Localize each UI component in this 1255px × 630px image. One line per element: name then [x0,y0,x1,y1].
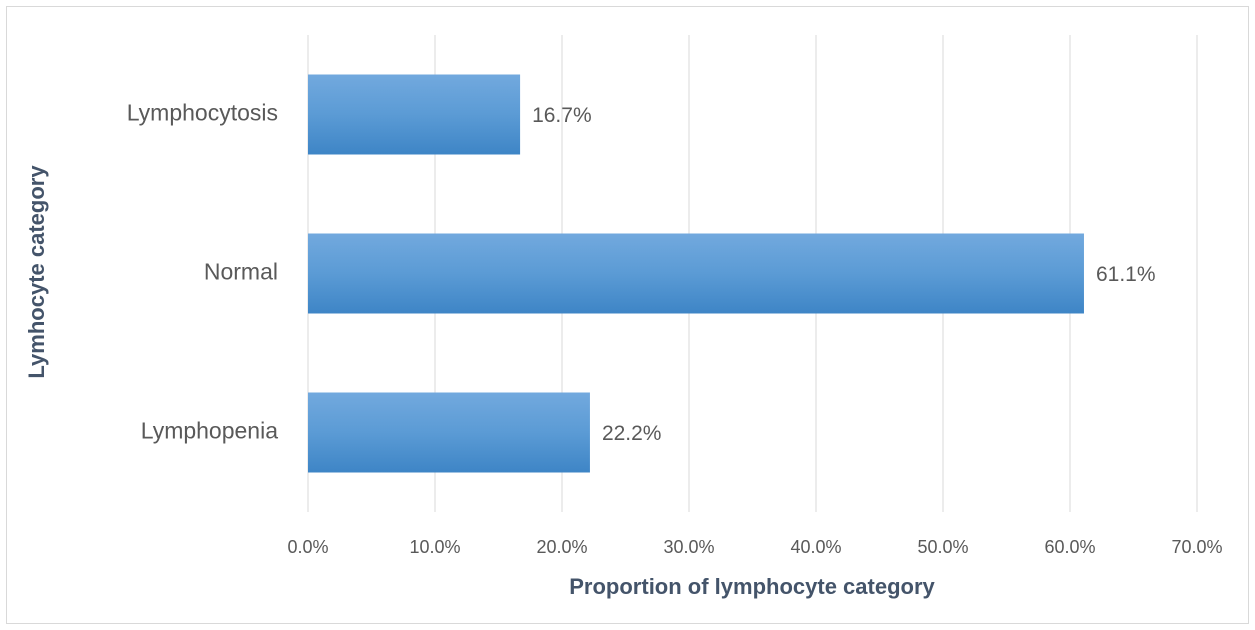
chart-frame [6,6,1249,624]
bar [308,233,1084,314]
y-tick-label: Lymphopenia [141,418,278,444]
x-tick-label: 60.0% [1044,537,1095,557]
data-label: 16.7% [532,104,592,127]
x-tick-label: 20.0% [536,537,587,557]
y-tick-label: Lymphocytosis [127,100,278,126]
x-tick-label: 0.0% [287,537,328,557]
data-label: 22.2% [602,422,662,445]
x-tick-label: 30.0% [663,537,714,557]
y-axis-title: Lymhocyte category [24,165,49,379]
bar [308,392,590,473]
x-tick-label: 10.0% [409,537,460,557]
x-tick-label: 50.0% [917,537,968,557]
y-tick-label: Normal [204,259,278,285]
x-tick-label: 40.0% [790,537,841,557]
x-tick-label: 70.0% [1171,537,1222,557]
data-label: 61.1% [1096,263,1156,286]
bar [308,74,521,155]
x-axis-title: Proportion of lymphocyte category [569,574,935,599]
